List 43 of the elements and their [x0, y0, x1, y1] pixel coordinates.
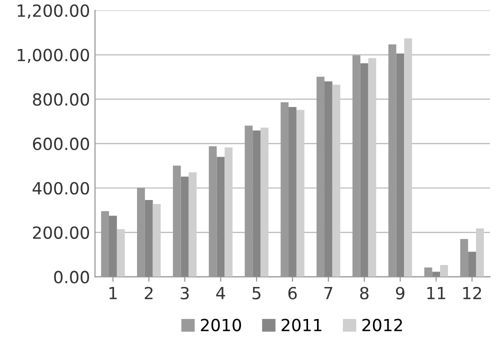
- y-tick-label: 600.00: [32, 138, 90, 150]
- x-tick-label: 4: [216, 287, 226, 300]
- bar: [468, 252, 476, 277]
- y-tick-label: 800.00: [32, 93, 90, 106]
- bar: [116, 229, 125, 277]
- bar: [109, 216, 117, 277]
- bar: [332, 84, 340, 277]
- bar: [188, 172, 197, 277]
- bar: [180, 176, 189, 277]
- y-tick-label: 1,000.00: [18, 48, 90, 64]
- x-tick-label: 6: [288, 286, 297, 300]
- y-tick-label: 0.00: [54, 270, 90, 284]
- x-tick-label: 11: [427, 287, 446, 300]
- y-tick-label: 200.00: [33, 226, 90, 239]
- bar: [360, 63, 368, 277]
- y-tick-label: 400.00: [32, 182, 90, 195]
- bar: [396, 53, 404, 277]
- bar: [440, 265, 448, 277]
- bar: [368, 58, 376, 277]
- bar: [476, 228, 484, 277]
- x-tick-label: 2: [144, 286, 152, 300]
- bar: [216, 156, 225, 277]
- bar: [404, 38, 412, 277]
- x-tick-label: 9: [396, 286, 404, 300]
- x-tick-label: 7: [324, 287, 332, 300]
- bar: [324, 81, 332, 277]
- x-tick-label: 5: [252, 287, 260, 300]
- x-tick-label: 12: [463, 286, 481, 300]
- bar: [296, 110, 304, 277]
- bar: [252, 130, 261, 277]
- y-tick-label: 1,200.00: [18, 4, 90, 19]
- bar: [144, 200, 153, 277]
- x-tick-label: 8: [360, 286, 368, 300]
- legend-label: 2011: [282, 318, 322, 332]
- bar: [152, 204, 161, 277]
- x-tick-label: 3: [180, 286, 189, 300]
- bar: [288, 106, 296, 277]
- x-tick-label: 1: [109, 287, 117, 300]
- legend-label: 2010: [200, 318, 242, 332]
- bar: [260, 128, 268, 277]
- bar: [224, 147, 233, 277]
- legend-label: 2012: [362, 318, 402, 332]
- bar: [432, 272, 440, 277]
